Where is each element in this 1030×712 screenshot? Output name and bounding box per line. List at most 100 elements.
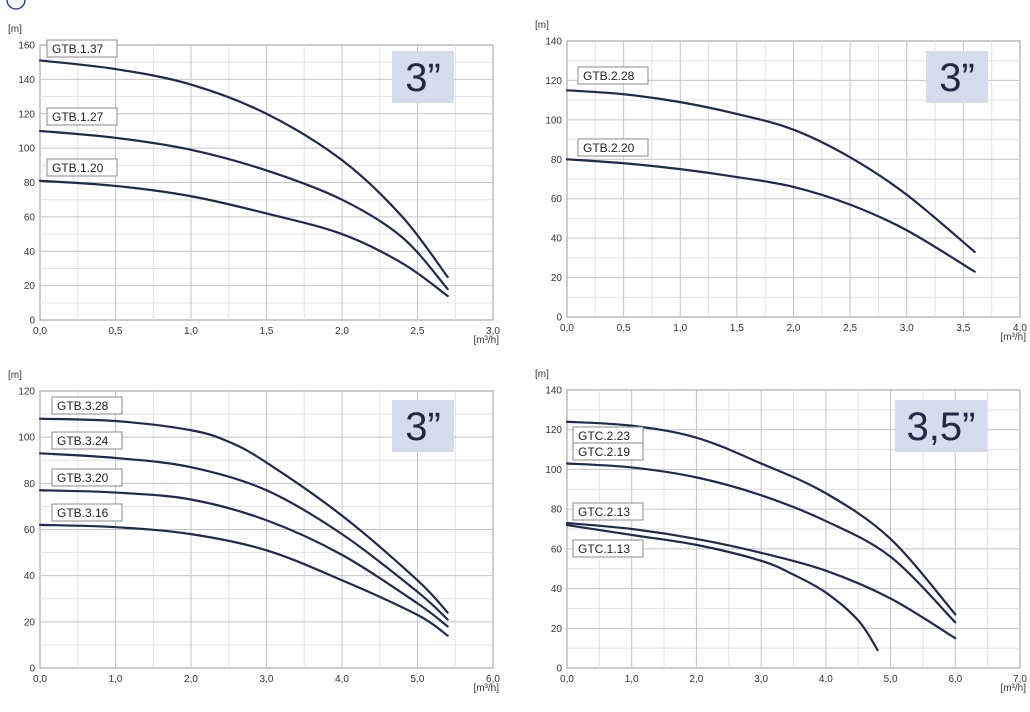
x-tick-label: 1,0 bbox=[184, 326, 198, 337]
series-label: GTC.2.19 bbox=[578, 445, 630, 459]
chart-panel-2: 0,0 0,5 1,0 1,5 2,0 2,5 3,0 3,5 4,0 0 20 40 60 80 100 1… bbox=[535, 20, 1027, 343]
series-label-box bbox=[572, 502, 644, 521]
x-tick-label: 6,0 bbox=[948, 674, 962, 685]
x-tick-label: 5,0 bbox=[884, 674, 898, 685]
y-tick-label: 140 bbox=[18, 75, 35, 86]
y-tick-label: 0 bbox=[556, 664, 562, 675]
series-label-box bbox=[46, 107, 118, 126]
y-tick-label: 20 bbox=[551, 273, 563, 284]
series-label: GTB.2.20 bbox=[583, 141, 635, 155]
x-tick-label: 4,0 bbox=[335, 674, 349, 685]
x-tick-label: 1,0 bbox=[109, 674, 123, 685]
x-tick-label: 0,5 bbox=[617, 323, 631, 334]
x-unit-label: [m³/h] bbox=[473, 335, 499, 346]
x-tick-label: 3,0 bbox=[900, 323, 914, 334]
y-tick-label: 140 bbox=[545, 37, 562, 48]
size-badge bbox=[926, 51, 988, 103]
size-badge-text: 3” bbox=[405, 56, 441, 100]
x-tick-label: 0,5 bbox=[109, 326, 123, 337]
series-label: GTB.1.37 bbox=[52, 42, 104, 56]
series-label: GTB.3.20 bbox=[57, 471, 109, 485]
y-tick-label: 120 bbox=[545, 425, 562, 436]
chart-panel-1: 0,0 0,5 1,0 1,5 2,0 2,5 3,0 0 20 40 60 80 100 120 140 1… bbox=[8, 24, 500, 346]
x-unit-label: [m³/h] bbox=[1000, 683, 1026, 694]
y-tick-label: 140 bbox=[545, 386, 562, 397]
y-tick-label: 60 bbox=[24, 525, 36, 536]
series-label-box bbox=[46, 158, 118, 177]
y-tick-label: 40 bbox=[24, 571, 36, 582]
y-tick-label: 100 bbox=[18, 144, 35, 155]
x-tick-label: 4,0 bbox=[1013, 323, 1027, 334]
x-tick-label: 3,0 bbox=[260, 674, 274, 685]
x-tick-label: 4,0 bbox=[819, 674, 833, 685]
y-tick-label: 80 bbox=[551, 155, 563, 166]
y-tick-label: 0 bbox=[29, 664, 35, 675]
x-tick-label: 0,0 bbox=[560, 674, 574, 685]
y-unit-label: [m] bbox=[8, 370, 22, 381]
y-tick-label: 100 bbox=[18, 433, 35, 444]
series-label-box bbox=[51, 431, 123, 450]
chart-panel-3: 0,0 1,0 2,0 3,0 4,0 5,0 6,0 0 20 40 60 80 100 120 [m] [… bbox=[8, 370, 500, 694]
series-label: GTC.1.13 bbox=[578, 542, 630, 556]
series-label: GTB.3.16 bbox=[57, 506, 109, 520]
series-label: GTB.3.28 bbox=[57, 399, 109, 413]
curve-gtb-1-20 bbox=[38, 179, 449, 298]
y-tick-label: 60 bbox=[551, 194, 563, 205]
size-badge-text: 3,5” bbox=[907, 405, 976, 449]
x-unit-label: [m³/h] bbox=[1000, 332, 1026, 343]
series-label-box bbox=[46, 39, 118, 58]
x-tick-label: 1,5 bbox=[730, 323, 744, 334]
y-tick-label: 80 bbox=[24, 479, 36, 490]
y-tick-label: 0 bbox=[556, 313, 562, 324]
y-tick-label: 120 bbox=[18, 109, 35, 120]
y-unit-label: [m] bbox=[8, 24, 22, 35]
y-tick-label: 0 bbox=[29, 316, 35, 327]
curve-gtc-1-13 bbox=[565, 523, 879, 652]
series-label: GTB.2.28 bbox=[583, 69, 635, 83]
curve-gtc-2-13 bbox=[565, 521, 957, 640]
x-tick-label: 2,0 bbox=[335, 326, 349, 337]
curve-gtb-2-20 bbox=[565, 158, 976, 273]
x-tick-label: 2,5 bbox=[411, 326, 425, 337]
series-label: GTC.2.23 bbox=[578, 429, 630, 443]
brand-header bbox=[6, 0, 26, 10]
y-tick-label: 40 bbox=[24, 247, 36, 258]
series-label: GTC.2.13 bbox=[578, 505, 630, 519]
curve-gtb-3-24 bbox=[38, 452, 449, 621]
y-tick-label: 20 bbox=[551, 624, 563, 635]
y-tick-label: 60 bbox=[24, 212, 36, 223]
x-tick-label: 6,0 bbox=[486, 674, 500, 685]
x-tick-label: 7,0 bbox=[1013, 674, 1027, 685]
y-tick-label: 120 bbox=[18, 387, 35, 398]
size-badge-text: 3” bbox=[405, 405, 441, 449]
y-tick-label: 100 bbox=[545, 465, 562, 476]
y-unit-label: [m] bbox=[535, 20, 549, 31]
curve-gtc-2-23 bbox=[565, 420, 957, 616]
series-label-box bbox=[572, 539, 644, 558]
x-tick-label: 1,0 bbox=[625, 674, 639, 685]
y-tick-label: 40 bbox=[551, 234, 563, 245]
x-tick-label: 5,0 bbox=[411, 674, 425, 685]
x-tick-label: 2,0 bbox=[689, 674, 703, 685]
series-label: GTB.1.27 bbox=[52, 110, 104, 124]
series-label-box bbox=[51, 396, 123, 415]
x-tick-label: 1,0 bbox=[673, 323, 687, 334]
curve-gtb-1-37 bbox=[38, 59, 449, 279]
y-tick-label: 80 bbox=[551, 505, 563, 516]
size-badge-text: 3” bbox=[939, 56, 975, 100]
x-unit-label: [m³/h] bbox=[473, 683, 499, 694]
x-tick-label: 3,0 bbox=[486, 326, 500, 337]
y-tick-label: 40 bbox=[551, 584, 563, 595]
y-tick-label: 80 bbox=[24, 178, 36, 189]
series-label: GTB.1.20 bbox=[52, 161, 104, 175]
y-tick-label: 20 bbox=[24, 617, 36, 628]
y-tick-label: 60 bbox=[551, 544, 563, 555]
x-tick-label: 1,5 bbox=[260, 326, 274, 337]
curve-gtc-2-19 bbox=[565, 462, 957, 624]
series-label-box bbox=[572, 442, 644, 461]
x-tick-label: 3,5 bbox=[956, 323, 970, 334]
x-tick-label: 3,0 bbox=[754, 674, 768, 685]
series-label-box bbox=[577, 66, 649, 85]
x-tick-label: 2,0 bbox=[184, 674, 198, 685]
